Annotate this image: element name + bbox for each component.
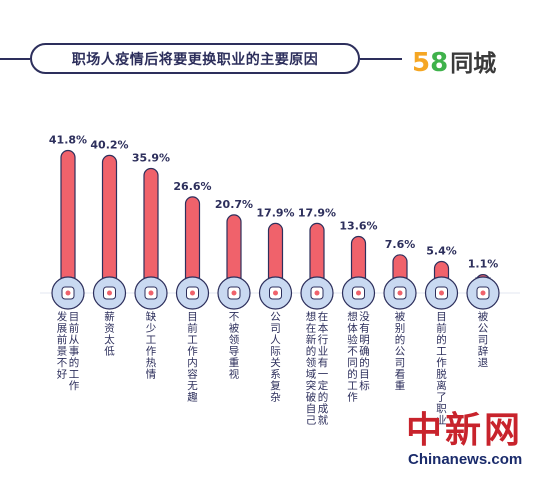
data-label: 20.7% [215, 198, 253, 211]
category-label: 目前从事的工作 [69, 311, 80, 392]
logo-digit-8: 8 [430, 48, 449, 78]
bar-group: 40.2% 薪资太低 [90, 138, 128, 357]
bar-group: 20.7% 不被领导重视 [215, 198, 253, 381]
logo-digit-5: 5 [412, 48, 431, 78]
category-label: 被别的公司看重 [395, 310, 406, 392]
category-label: 没有明确的目标 [359, 311, 370, 392]
bar-group: 35.9% 缺少工作热情 [132, 152, 170, 381]
bar-group: 7.6% 被别的公司看重 [383, 238, 417, 392]
icon-dot [65, 290, 71, 296]
data-label: 13.6% [339, 220, 377, 233]
bar-group: 1.1% 被公司辞退 [466, 258, 500, 369]
title-right-rule [360, 58, 402, 60]
icon-dot [190, 290, 195, 296]
bar [392, 254, 408, 279]
watermark-en: Chinanews.com [408, 451, 523, 468]
bar [101, 154, 118, 279]
category-label: 缺少工作热情 [146, 310, 157, 381]
bar [350, 235, 367, 279]
chart-title: 职场人疫情后将要更换职业的主要原因 [30, 43, 360, 74]
data-label: 7.6% [385, 238, 416, 251]
brand-logo: 5 8 同城 [412, 44, 496, 78]
data-label: 41.8% [49, 134, 87, 147]
icon-dot [148, 290, 154, 296]
icon-dot [397, 290, 403, 296]
icon-dot [273, 290, 278, 296]
category-label: 被公司辞退 [478, 310, 489, 369]
category-label: 在本行业有一定的成就 [318, 311, 329, 427]
icon-dot [480, 290, 486, 296]
data-label: 40.2% [90, 138, 128, 151]
bar-group: 17.9% 公司人际关系复杂 [256, 206, 294, 403]
data-label: 17.9% [256, 206, 294, 219]
icon-dot [356, 290, 361, 296]
category-label: 想在新的领域突破自己 [306, 310, 317, 427]
data-label: 17.9% [298, 206, 336, 219]
bar [60, 149, 76, 279]
category-label: 目前的工作脱离了职业 [436, 311, 447, 427]
bar-group: 26.6% 目前工作内容无趣 [173, 180, 211, 404]
bar [226, 214, 242, 279]
bar [184, 196, 201, 279]
watermark-cn: 中新网 [406, 409, 524, 451]
category-label: 公司人际关系复杂 [270, 311, 281, 404]
category-label: 发展前景不好 [57, 310, 68, 381]
bar [267, 222, 284, 279]
icon-dot [107, 290, 112, 296]
icon-dot [439, 290, 444, 296]
icon-dot [314, 290, 320, 296]
data-label: 35.9% [132, 152, 170, 165]
bar-group: 5.4% 目前的工作脱离了职业 [424, 245, 459, 427]
icon-dot [231, 290, 237, 296]
category-label: 不被领导重视 [229, 311, 240, 381]
title-left-rule [0, 58, 30, 60]
bar [143, 167, 159, 279]
bar [433, 260, 450, 279]
bar [309, 222, 325, 279]
data-label: 26.6% [173, 180, 211, 193]
category-label: 想体验不同的工作 [347, 310, 358, 404]
category-label: 目前工作内容无趣 [187, 311, 198, 404]
logo-name: 同城 [450, 51, 497, 77]
data-label: 1.1% [468, 258, 499, 271]
category-label: 薪资太低 [104, 311, 115, 358]
data-label: 5.4% [426, 245, 457, 258]
